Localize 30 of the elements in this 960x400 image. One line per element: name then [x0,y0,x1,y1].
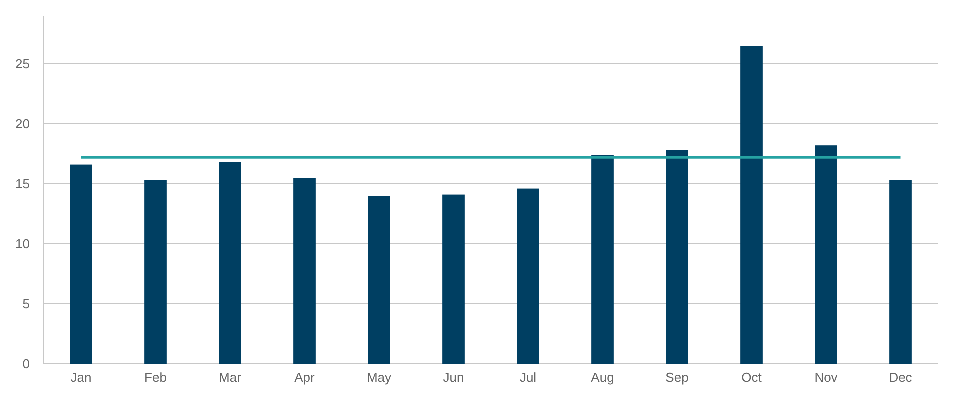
x-tick-label: May [366,370,392,385]
y-tick-label: 0 [22,356,30,372]
bar [740,46,763,364]
bar [592,155,614,364]
y-tick-label: 15 [16,176,30,192]
x-tick-label: Jun [443,370,464,385]
x-tick-label: Sep [666,370,689,385]
x-tick-label: Feb [144,370,167,385]
x-tick-label: Nov [814,370,838,385]
y-tick-label: 5 [22,296,30,312]
x-tick-label: Oct [742,370,762,385]
bar [144,180,167,364]
x-tick-label: Dec [889,370,913,385]
x-tick-label: Apr [294,370,316,385]
bar [294,178,316,364]
bar [815,146,838,364]
bar [219,162,242,364]
bar [368,196,390,364]
bar [70,164,92,364]
bar [890,180,912,364]
x-tick-label: Mar [219,370,242,385]
x-tick-label: Aug [591,370,614,385]
bar [517,188,540,364]
bar [442,194,465,364]
y-tick-label: 25 [16,56,30,72]
y-tick-label: 20 [16,116,30,132]
x-tick-label: Jul [520,370,537,385]
y-tick-label: 10 [16,236,30,252]
bar [666,150,688,364]
x-tick-label: Jan [70,370,92,385]
